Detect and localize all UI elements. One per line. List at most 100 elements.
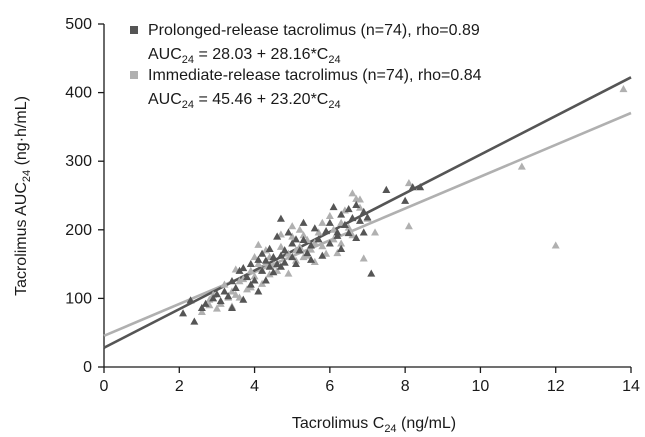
- prolonged-data-point: [179, 309, 188, 317]
- prolonged-data-point: [261, 256, 270, 264]
- immediate-data-point: [250, 253, 259, 261]
- legend-equation-immediate: AUC24 = 45.46 + 23.20*C24: [148, 91, 341, 111]
- prolonged-data-point: [220, 287, 229, 295]
- immediate-data-point: [276, 242, 285, 250]
- immediate-data-point: [337, 239, 346, 247]
- prolonged-data-point: [355, 216, 364, 224]
- prolonged-data-point: [227, 277, 236, 285]
- prolonged-data-point: [363, 213, 372, 221]
- prolonged-data-point: [216, 296, 225, 305]
- prolonged-data-point: [288, 253, 297, 261]
- immediate-data-point: [235, 277, 244, 285]
- legend-equation-prolonged: AUC24 = 28.03 + 28.16*C24: [148, 46, 341, 66]
- prolonged-data-point: [246, 280, 255, 288]
- immediate-data-point: [344, 223, 353, 231]
- prolonged-data-point: [246, 259, 255, 268]
- prolonged-data-point: [212, 290, 221, 298]
- prolonged-data-point: [352, 233, 361, 241]
- prolonged-data-point: [258, 249, 267, 257]
- prolonged-data-point: [250, 276, 259, 284]
- prolonged-data-point: [348, 213, 357, 222]
- regression-lines: [103, 76, 632, 349]
- prolonged-data-point: [254, 255, 263, 263]
- prolonged-data-point: [201, 299, 210, 307]
- prolonged-data-point: [269, 268, 278, 276]
- immediate-data-point: [265, 270, 274, 278]
- prolonged-data-point: [280, 246, 289, 254]
- prolonged-data-point: [299, 218, 308, 226]
- immediate-data-point: [243, 285, 252, 293]
- prolonged-data-point: [284, 228, 293, 236]
- legend-label-immediate: Immediate-release tacrolimus (n=74), rho…: [148, 67, 482, 84]
- prolonged-data-point: [314, 235, 323, 243]
- immediate-data-point: [239, 274, 248, 283]
- prolonged-data-point: [243, 272, 252, 281]
- prolonged-data-point: [367, 269, 376, 277]
- immediate-data-point: [619, 84, 628, 93]
- immediate-data-point: [197, 307, 206, 316]
- prolonged-data-point: [190, 317, 199, 325]
- prolonged-data-point: [303, 248, 312, 257]
- immediate-data-point: [212, 304, 221, 312]
- y-tick-label: 100: [65, 290, 92, 307]
- immediate-data-point: [307, 245, 316, 253]
- prolonged-data-point: [307, 241, 316, 249]
- immediate-data-point: [299, 231, 308, 239]
- prolonged-data-point: [325, 218, 334, 226]
- legend-swatch-immediate: [130, 71, 138, 79]
- x-tick-label: 2: [175, 378, 184, 395]
- prolonged-data-point: [295, 246, 304, 254]
- immediate-data-point: [517, 162, 526, 170]
- immediate-data-point: [246, 266, 255, 274]
- prolonged-data-point: [258, 266, 267, 274]
- prolonged-regression-line: [103, 76, 632, 349]
- immediate-data-point: [310, 257, 319, 265]
- x-axis-ticks: 0 2 4 6 8 10 12 14: [100, 367, 640, 395]
- immediate-data-point: [325, 211, 334, 220]
- prolonged-data-point: [288, 239, 297, 247]
- y-tick-label: 0: [83, 359, 92, 376]
- immediate-data-point: [359, 254, 368, 262]
- immediate-data-point: [284, 269, 293, 277]
- x-tick-label: 12: [547, 378, 565, 395]
- immediate-data-point: [318, 242, 327, 250]
- data-points: [179, 84, 628, 325]
- prolonged-data-point: [269, 253, 278, 261]
- prolonged-data-point: [197, 303, 206, 311]
- prolonged-data-point: [265, 262, 274, 270]
- legend-swatch-prolonged: [130, 26, 138, 34]
- prolonged-data-point: [239, 264, 248, 272]
- y-tick-label: 200: [65, 222, 92, 239]
- prolonged-data-point: [276, 262, 285, 270]
- x-axis-title: Tacrolimus C24 (ng/mL): [292, 415, 456, 435]
- immediate-data-point: [288, 222, 297, 230]
- legend: Prolonged-release tacrolimus (n=74), rho…: [130, 22, 482, 111]
- immediate-data-point: [220, 280, 229, 288]
- y-tick-label: 300: [65, 153, 92, 170]
- prolonged-data-point: [329, 202, 338, 211]
- prolonged-data-point: [340, 220, 349, 228]
- prolonged-data-point: [359, 228, 368, 236]
- y-axis-ticks: 0 100 200 300 400 500: [65, 16, 104, 376]
- immediate-data-point: [551, 241, 560, 249]
- x-tick-label: 6: [325, 378, 334, 395]
- immediate-data-point: [348, 231, 357, 239]
- immediate-data-point: [250, 272, 259, 280]
- prolonged-data-point: [291, 235, 300, 243]
- prolonged-data-point: [333, 228, 342, 236]
- prolonged-data-point: [235, 266, 244, 274]
- immediate-data-point: [404, 222, 413, 230]
- prolonged-data-point: [408, 183, 417, 191]
- immediate-data-point: [318, 218, 327, 226]
- y-axis-title: Tacrolimus AUC24 (ng·h/mL): [13, 96, 33, 296]
- prolonged-data-point: [231, 283, 240, 292]
- immediate-data-point: [231, 290, 240, 298]
- prolonged-data-point: [318, 251, 327, 259]
- y-tick-label: 400: [65, 85, 92, 102]
- prolonged-data-point: [310, 224, 319, 232]
- legend-label-prolonged: Prolonged-release tacrolimus (n=74), rho…: [148, 22, 480, 39]
- prolonged-data-point: [307, 255, 316, 263]
- prolonged-data-point: [224, 292, 233, 300]
- prolonged-data-point: [382, 185, 391, 193]
